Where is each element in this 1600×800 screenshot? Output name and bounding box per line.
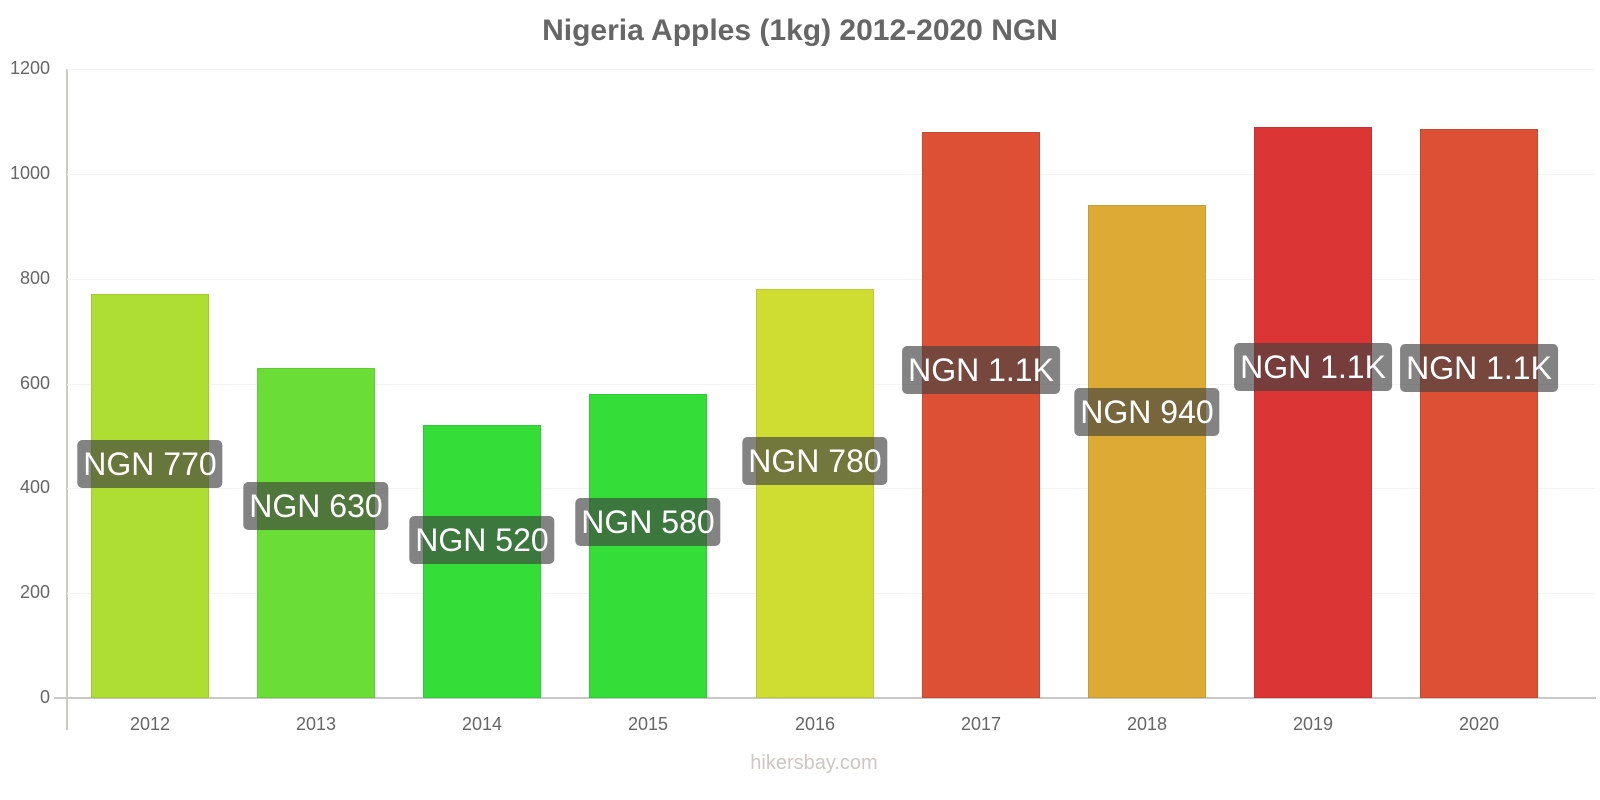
y-tick-label: 800 <box>19 268 50 288</box>
gridline <box>67 174 1595 175</box>
y-tick-label: 1200 <box>9 58 50 78</box>
bar-2018[interactable] <box>1088 205 1206 698</box>
chart-title: Nigeria Apples (1kg) 2012-2020 NGN <box>542 14 1058 47</box>
bar-2015[interactable] <box>589 394 707 698</box>
data-label: NGN 520 <box>409 516 555 564</box>
bar-2017[interactable] <box>922 132 1040 698</box>
bar-2020[interactable] <box>1420 129 1538 698</box>
x-tick-label: 2015 <box>627 714 669 734</box>
x-tick-label: 2013 <box>295 714 337 734</box>
bar-2012[interactable] <box>91 294 209 698</box>
data-label: NGN 630 <box>243 482 389 530</box>
x-tick-label: 2012 <box>129 714 171 734</box>
data-label: NGN 1.1K <box>1400 344 1558 392</box>
watermark: hikersbay.com <box>750 752 878 774</box>
x-tick-label: 2017 <box>960 714 1002 734</box>
y-tick-label: 1000 <box>9 163 50 183</box>
data-label: NGN 580 <box>575 498 721 546</box>
y-tick-label: 400 <box>19 477 50 497</box>
data-label: NGN 940 <box>1074 388 1220 436</box>
y-tick-label: 600 <box>19 373 50 393</box>
bar-2016[interactable] <box>756 289 874 698</box>
data-label: NGN 770 <box>77 440 223 488</box>
x-axis <box>54 697 1596 699</box>
y-axis <box>66 69 68 730</box>
gridline <box>67 279 1595 280</box>
x-tick-label: 2018 <box>1126 714 1168 734</box>
bar-2019[interactable] <box>1254 127 1372 698</box>
x-tick-label: 2014 <box>461 714 503 734</box>
gridline <box>67 69 1595 70</box>
data-label: NGN 1.1K <box>1234 343 1392 391</box>
bar-2013[interactable] <box>257 368 375 698</box>
x-tick-label: 2020 <box>1458 714 1500 734</box>
x-tick-label: 2016 <box>794 714 836 734</box>
y-tick-label: 200 <box>19 582 50 602</box>
y-tick-label: 0 <box>39 687 50 707</box>
x-tick-label: 2019 <box>1292 714 1334 734</box>
data-label: NGN 780 <box>742 437 888 485</box>
data-label: NGN 1.1K <box>902 346 1060 394</box>
